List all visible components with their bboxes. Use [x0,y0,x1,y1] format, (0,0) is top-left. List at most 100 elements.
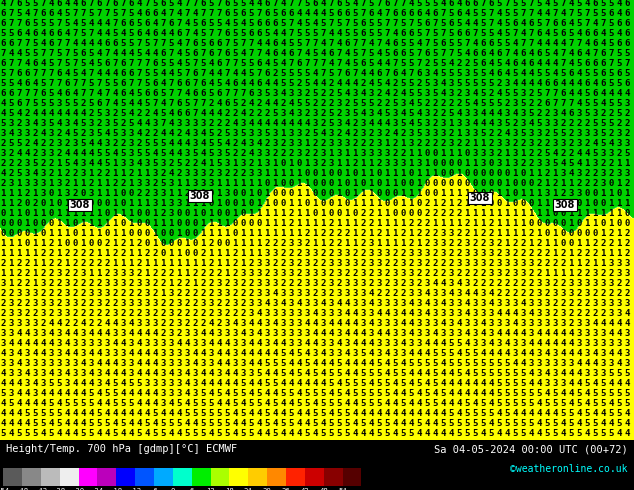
Text: 5: 5 [521,128,526,138]
Text: 5: 5 [216,389,222,397]
Text: 4: 4 [328,328,333,338]
Text: 2: 2 [48,239,54,247]
Text: 5: 5 [168,418,174,427]
Text: 5: 5 [48,409,54,417]
Text: 3: 3 [8,359,14,368]
Text: 4: 4 [552,49,558,57]
Text: 2: 2 [336,239,342,247]
Text: 3: 3 [192,139,198,147]
Text: 3: 3 [160,339,165,347]
Text: 4: 4 [112,69,118,77]
Text: 308: 308 [470,193,490,203]
Text: 4: 4 [145,49,150,57]
Text: 5: 5 [41,98,46,107]
Text: 4: 4 [280,298,286,308]
Text: 3: 3 [136,318,141,327]
Text: 2: 2 [72,318,78,327]
Text: 3: 3 [192,368,198,377]
Text: 3: 3 [552,318,558,327]
Text: 5: 5 [481,409,486,417]
Text: 6: 6 [288,8,294,18]
Text: 5: 5 [128,378,134,388]
Text: 5: 5 [384,389,390,397]
Text: 6: 6 [160,49,165,57]
Text: 3: 3 [360,298,366,308]
Text: 2: 2 [176,169,182,177]
Text: 4: 4 [344,309,350,318]
Text: 4: 4 [136,339,141,347]
Text: 1: 1 [56,189,61,197]
Text: 2: 2 [552,259,558,268]
Text: 3: 3 [608,309,614,318]
Text: 5: 5 [32,19,37,27]
Text: 4: 4 [424,309,430,318]
Text: 1: 1 [304,209,309,218]
Text: 4: 4 [96,428,101,438]
Text: 1: 1 [304,219,309,227]
Text: 6: 6 [273,49,278,57]
Text: 0: 0 [72,219,78,227]
Text: 5: 5 [440,418,446,427]
Text: 7: 7 [216,0,222,7]
Text: 1: 1 [16,189,22,197]
Text: 0: 0 [313,189,318,197]
Text: 5: 5 [145,148,150,157]
Text: 4: 4 [377,58,382,68]
Text: 4: 4 [240,69,246,77]
Text: 5: 5 [184,98,190,107]
Text: 2: 2 [481,269,486,277]
Text: 3: 3 [224,318,230,327]
Text: 2: 2 [296,248,302,258]
Text: 4: 4 [240,398,246,408]
Text: 5: 5 [512,378,518,388]
Text: 1: 1 [176,178,182,188]
Text: 2: 2 [432,139,437,147]
Text: 7: 7 [392,19,398,27]
Text: 5: 5 [496,378,501,388]
Text: 4: 4 [88,139,94,147]
Text: 3: 3 [472,108,477,118]
Text: 5: 5 [377,19,382,27]
Text: 1: 1 [336,189,342,197]
Text: 4: 4 [384,398,390,408]
Text: 5: 5 [521,418,526,427]
Text: 1: 1 [496,219,501,227]
Text: 3: 3 [481,298,486,308]
Text: 3: 3 [105,339,110,347]
Text: 5: 5 [616,368,622,377]
Text: 4: 4 [168,169,174,177]
Text: 3: 3 [392,269,398,277]
Text: 1: 1 [264,169,269,177]
Text: 3: 3 [216,309,222,318]
Text: 5: 5 [536,389,541,397]
Text: 3: 3 [88,189,94,197]
Text: 3: 3 [536,298,541,308]
Text: 6: 6 [488,39,494,48]
Text: 2: 2 [624,178,630,188]
Text: 7: 7 [216,8,222,18]
Text: 2: 2 [488,259,494,268]
Text: 1: 1 [72,178,78,188]
Text: 3: 3 [608,278,614,288]
Text: 7: 7 [105,49,110,57]
Text: 5: 5 [336,19,342,27]
Text: 0: 0 [168,228,174,238]
Text: 5: 5 [456,78,462,88]
Text: 2: 2 [232,169,238,177]
Text: 1: 1 [360,198,366,207]
Text: -12: -12 [129,488,142,490]
Text: 4: 4 [360,359,366,368]
Text: 3: 3 [552,378,558,388]
Text: 4: 4 [328,409,333,417]
Text: 4: 4 [608,378,614,388]
Text: 4: 4 [256,39,262,48]
Text: 6: 6 [528,19,534,27]
Text: 7: 7 [576,39,581,48]
Text: 4: 4 [560,39,566,48]
Text: 3: 3 [552,108,558,118]
Text: 4: 4 [456,278,462,288]
Text: 3: 3 [249,368,254,377]
Text: 4: 4 [336,318,342,327]
Text: 5: 5 [88,49,94,57]
Text: 4: 4 [16,389,22,397]
